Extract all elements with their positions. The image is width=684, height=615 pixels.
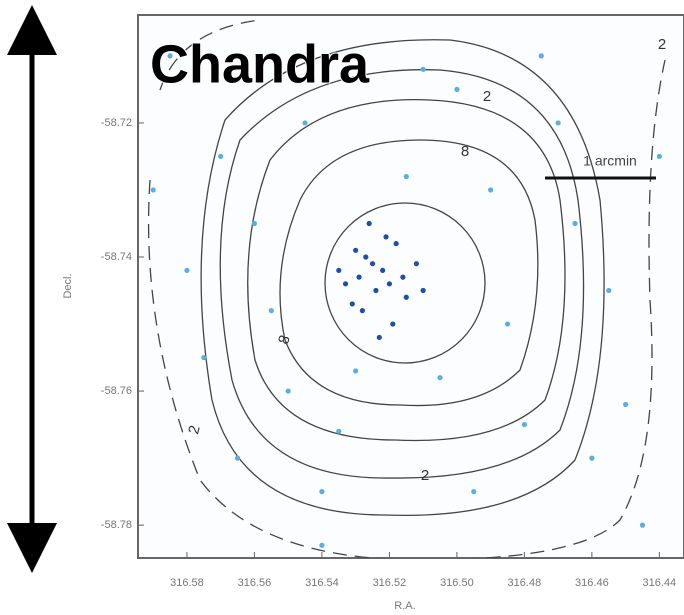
x-tick-label: 316.44 bbox=[643, 577, 677, 589]
point bbox=[522, 422, 527, 427]
x-tick-label: 316.46 bbox=[575, 577, 609, 589]
x-tick-label: 316.50 bbox=[440, 577, 474, 589]
contour-label: 2 bbox=[483, 88, 491, 105]
point bbox=[414, 261, 419, 266]
y-axis-label: Decl. bbox=[62, 273, 74, 298]
x-tick-label: 316.52 bbox=[373, 577, 407, 589]
point bbox=[404, 295, 409, 300]
x-tick-label: 316.48 bbox=[508, 577, 542, 589]
point bbox=[404, 174, 409, 179]
point bbox=[252, 221, 257, 226]
x-tick-label: 316.54 bbox=[305, 577, 339, 589]
point bbox=[286, 388, 291, 393]
y-tick-label: -58.78 bbox=[101, 519, 132, 531]
point bbox=[360, 308, 365, 313]
point bbox=[471, 489, 476, 494]
point bbox=[363, 254, 368, 259]
point bbox=[606, 288, 611, 293]
point bbox=[302, 120, 307, 125]
y-tick-label: -58.72 bbox=[101, 117, 132, 129]
chart-title: Chandra bbox=[150, 34, 370, 94]
point bbox=[454, 87, 459, 92]
point bbox=[539, 53, 544, 58]
y-tick-label: -58.74 bbox=[101, 251, 132, 263]
scale-bar-label: 1 arcmin bbox=[583, 153, 637, 169]
point bbox=[353, 368, 358, 373]
point bbox=[201, 355, 206, 360]
point bbox=[505, 321, 510, 326]
point bbox=[572, 221, 577, 226]
chart: 1 arcmin 228822 Chandra R.A. Decl. 316.5… bbox=[0, 0, 684, 615]
point bbox=[437, 375, 442, 380]
point bbox=[370, 261, 375, 266]
point bbox=[421, 67, 426, 72]
contour-label: 2 bbox=[421, 467, 429, 484]
point bbox=[400, 275, 405, 280]
point bbox=[184, 268, 189, 273]
point bbox=[623, 402, 628, 407]
plot-frame bbox=[138, 15, 684, 558]
point bbox=[343, 281, 348, 286]
point bbox=[319, 543, 324, 548]
point bbox=[373, 288, 378, 293]
point bbox=[589, 456, 594, 461]
x-tick-label: 316.58 bbox=[170, 577, 204, 589]
point bbox=[353, 248, 358, 253]
point bbox=[367, 221, 372, 226]
point bbox=[319, 489, 324, 494]
point bbox=[387, 281, 392, 286]
point bbox=[151, 187, 156, 192]
x-axis-label: R.A. bbox=[394, 600, 415, 612]
x-tick-label: 316.56 bbox=[238, 577, 272, 589]
point bbox=[336, 268, 341, 273]
point bbox=[640, 523, 645, 528]
point bbox=[356, 275, 361, 280]
point bbox=[336, 429, 341, 434]
point bbox=[380, 268, 385, 273]
point bbox=[488, 187, 493, 192]
point bbox=[383, 234, 388, 239]
point bbox=[390, 321, 395, 326]
point bbox=[269, 308, 274, 313]
point bbox=[218, 154, 223, 159]
point bbox=[350, 301, 355, 306]
point bbox=[657, 154, 662, 159]
point bbox=[394, 241, 399, 246]
point bbox=[377, 335, 382, 340]
contour-label: 8 bbox=[461, 143, 469, 160]
point bbox=[421, 288, 426, 293]
point bbox=[235, 456, 240, 461]
point bbox=[556, 120, 561, 125]
contour-label: 2 bbox=[658, 36, 666, 53]
y-tick-label: -58.76 bbox=[101, 385, 132, 397]
